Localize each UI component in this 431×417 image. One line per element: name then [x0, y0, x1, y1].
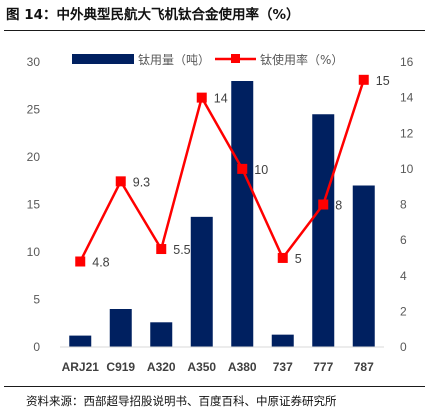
x-category-label: A380 — [228, 360, 257, 374]
usage-rate-marker — [156, 244, 167, 255]
usage-rate-marker — [75, 256, 86, 267]
y-right-tick-label: 16 — [400, 55, 414, 69]
y-right-tick-label: 4 — [400, 269, 407, 283]
legend-line-label: 钛使用率（%） — [260, 52, 343, 67]
y-left-tick-label: 15 — [27, 198, 41, 212]
bar-a380 — [231, 81, 254, 347]
y-right-tick-label: 12 — [400, 126, 414, 140]
legend-bar-label: 钛用量（吨） — [138, 52, 210, 67]
y-left-tick-label: 0 — [33, 340, 40, 354]
bar-737 — [271, 334, 294, 347]
y-right-tick-label: 6 — [400, 233, 407, 247]
bar-c919 — [109, 309, 132, 347]
source-rule — [4, 386, 425, 387]
x-category-label: 787 — [354, 360, 374, 374]
usage-rate-data-label: 14 — [214, 92, 228, 106]
y-right-tick-label: 8 — [400, 198, 407, 212]
right-axis-ticks: 0 2 4 6 8 10 12 14 16 — [400, 55, 414, 354]
usage-rate-marker — [115, 176, 126, 187]
usage-rate-marker — [318, 199, 329, 210]
y-right-tick-label: 2 — [400, 304, 407, 318]
y-left-tick-label: 25 — [27, 103, 41, 117]
y-left-tick-label: 10 — [27, 245, 41, 259]
bar-a320 — [150, 322, 173, 347]
usage-rate-data-label: 5.5 — [173, 243, 190, 257]
bar-777 — [312, 114, 335, 347]
usage-rate-data-label: 8 — [335, 199, 342, 213]
usage-rate-data-label: 10 — [254, 163, 268, 177]
usage-rate-data-label: 9.3 — [133, 175, 150, 189]
usage-rate-marker — [358, 74, 369, 85]
bar-a350 — [190, 216, 213, 347]
usage-rate-data-label: 5 — [295, 252, 302, 266]
legend-line-marker — [231, 54, 240, 63]
y-left-tick-label: 20 — [27, 150, 41, 164]
source-note: 资料来源：西部超导招股说明书、百度百科、中原证券研究所 — [26, 394, 337, 408]
bar-arj21 — [69, 335, 92, 347]
x-category-label: A320 — [147, 360, 176, 374]
x-category-label: 777 — [313, 360, 333, 374]
usage-rate-marker — [237, 163, 248, 174]
y-right-tick-label: 10 — [400, 162, 414, 176]
x-category-label: C919 — [106, 360, 135, 374]
x-category-label: A350 — [187, 360, 216, 374]
bar-787 — [352, 185, 375, 347]
x-category-label: 737 — [273, 360, 293, 374]
legend: 钛用量（吨） 钛使用率（%） — [72, 52, 343, 67]
chart: 0 5 10 15 20 25 30 0 2 4 6 8 10 12 14 16 ARJ21 C919 A320… — [27, 52, 414, 374]
usage-rate-marker — [277, 252, 288, 263]
x-category-label: ARJ21 — [62, 360, 100, 374]
legend-bar-swatch — [72, 54, 134, 64]
usage-rate-line — [79, 79, 365, 263]
usage-rate-data-label: 15 — [376, 74, 390, 88]
line-usage-rate: 4.8 9.3 5.5 14 10 5 8 15 — [75, 74, 390, 270]
figure-title: 图 14：中外典型民航大飞机钛合金使用率（%） — [6, 7, 300, 23]
usage-rate-data-label: 4.8 — [92, 256, 109, 270]
x-category-labels: ARJ21 C919 A320 A350 A380 737 777 787 — [62, 360, 375, 374]
bars-tonnage — [69, 81, 375, 347]
y-left-tick-label: 5 — [33, 293, 40, 307]
usage-rate-marker — [196, 92, 207, 103]
left-axis-ticks: 0 5 10 15 20 25 30 — [27, 55, 41, 354]
y-right-tick-label: 14 — [400, 91, 414, 105]
y-right-tick-label: 0 — [400, 340, 407, 354]
title-rule — [4, 30, 425, 31]
y-left-tick-label: 30 — [27, 55, 41, 69]
